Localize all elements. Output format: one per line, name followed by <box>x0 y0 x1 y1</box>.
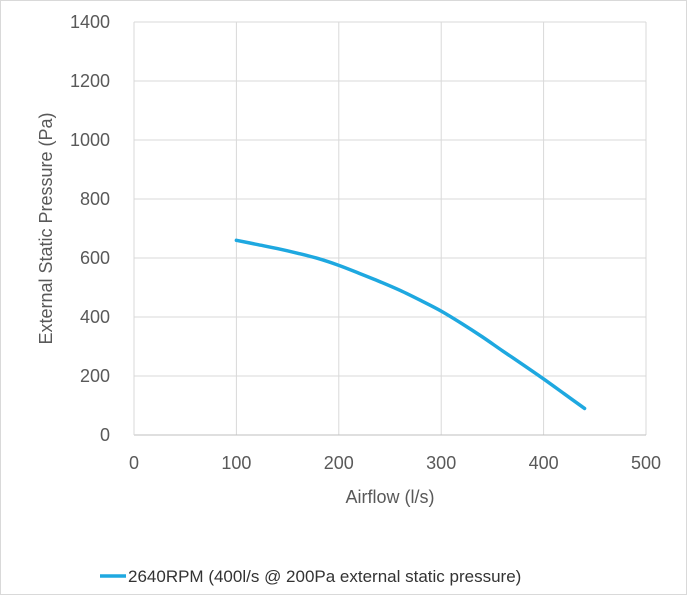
x-tick-label: 400 <box>529 453 559 473</box>
y-tick-label: 600 <box>80 248 110 268</box>
y-tick-label: 1000 <box>70 130 110 150</box>
x-tick-labels: 0 100 200 300 400 500 <box>129 453 661 473</box>
legend: 2640RPM (400l/s @ 200Pa external static … <box>100 567 521 586</box>
y-tick-label: 400 <box>80 307 110 327</box>
series-lines <box>234 238 587 411</box>
x-tick-label: 100 <box>221 453 251 473</box>
series-line <box>234 238 587 411</box>
axes <box>133 22 646 436</box>
x-tick-label: 500 <box>631 453 661 473</box>
y-tick-label: 1200 <box>70 71 110 91</box>
x-tick-label: 200 <box>324 453 354 473</box>
y-tick-label: 0 <box>100 425 110 445</box>
y-tick-label: 1400 <box>70 12 110 32</box>
legend-label: 2640RPM (400l/s @ 200Pa external static … <box>128 567 521 586</box>
gridlines <box>134 21 647 435</box>
y-tick-labels: 0 200 400 600 800 1000 1200 1400 <box>70 12 110 445</box>
x-axis-title: Airflow (l/s) <box>346 487 435 507</box>
y-tick-label: 800 <box>80 189 110 209</box>
x-tick-label: 300 <box>426 453 456 473</box>
y-axis-title: External Static Pressure (Pa) <box>36 112 56 344</box>
x-tick-label: 0 <box>129 453 139 473</box>
y-tick-label: 200 <box>80 366 110 386</box>
